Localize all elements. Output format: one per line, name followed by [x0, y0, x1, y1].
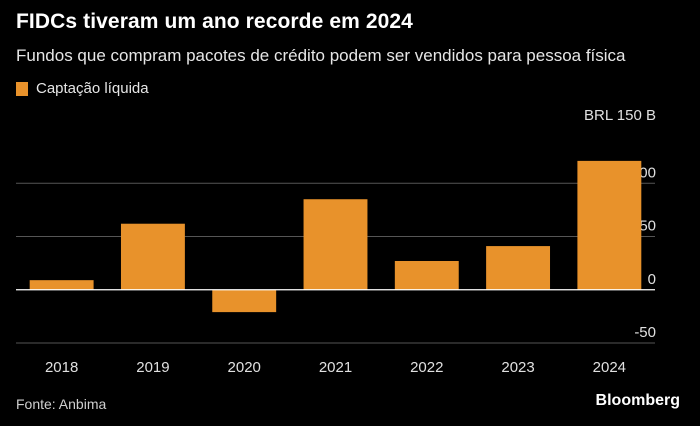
bar-2024	[577, 160, 642, 290]
bloomberg-logo: Bloomberg	[595, 392, 680, 409]
legend-label: Captação líquida	[36, 80, 149, 97]
x-tick-label: 2021	[319, 359, 352, 376]
y-tick-label: 0	[648, 271, 656, 288]
bar-2020	[212, 289, 277, 313]
legend: Captação líquida	[16, 80, 149, 97]
x-tick-label: 2018	[45, 359, 78, 376]
x-tick-label: 2023	[501, 359, 534, 376]
x-tick-label: 2019	[136, 359, 169, 376]
bar-2018	[29, 280, 94, 290]
x-tick-label: 2022	[410, 359, 443, 376]
y-tick-label: -50	[634, 324, 656, 341]
bar-2019	[120, 223, 185, 290]
bar-2023	[486, 246, 551, 290]
legend-swatch	[16, 81, 28, 96]
x-tick-label: 2020	[228, 359, 261, 376]
chart-subtitle: Fundos que compram pacotes de crédito po…	[16, 46, 626, 65]
y-tick-label: 50	[639, 218, 656, 235]
y-tick-label: BRL 150 B	[584, 107, 656, 124]
bar-2021	[303, 199, 368, 290]
bar-2022	[394, 260, 459, 290]
source-note: Fonte: Anbima	[16, 396, 107, 412]
x-tick-label: 2024	[593, 359, 626, 376]
chart-title: FIDCs tiveram um ano recorde em 2024	[16, 10, 413, 33]
